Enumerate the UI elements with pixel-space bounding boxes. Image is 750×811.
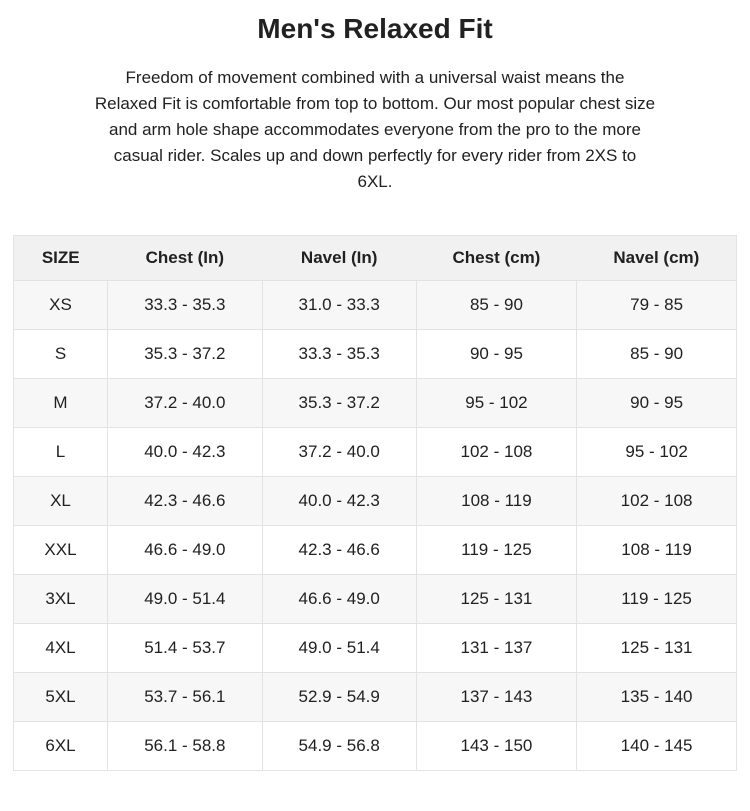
- column-header-size: SIZE: [13, 235, 108, 281]
- description-line: 6XL.: [357, 172, 393, 191]
- size-chart-header: SIZE Chest (In) Navel (In) Chest (cm) Na…: [13, 235, 737, 281]
- size-cell: 6XL: [13, 721, 108, 771]
- measurement-cell: 49.0 - 51.4: [106, 574, 263, 624]
- measurement-cell: 95 - 102: [415, 378, 578, 428]
- measurement-cell: 52.9 - 54.9: [261, 672, 417, 722]
- measurement-cell: 56.1 - 58.8: [106, 721, 263, 771]
- size-cell: 4XL: [13, 623, 108, 673]
- measurement-cell: 37.2 - 40.0: [261, 427, 417, 477]
- table-row: 5XL 53.7 - 56.1 52.9 - 54.9 137 - 143 135 - …: [13, 672, 737, 722]
- table-row: XXL 46.6 - 49.0 42.3 - 46.6 119 - 125 108 - …: [13, 525, 737, 575]
- measurement-cell: 102 - 108: [576, 476, 737, 526]
- description-line: casual rider. Scales up and down perfect…: [113, 146, 637, 165]
- column-header-chest-in: Chest (In): [107, 235, 263, 281]
- description-line: Relaxed Fit is comfortable from top to b…: [94, 94, 656, 113]
- measurement-cell: 131 - 137: [415, 623, 578, 673]
- measurement-cell: 35.3 - 37.2: [106, 329, 263, 379]
- description-line: Freedom of movement combined with a univ…: [125, 68, 625, 87]
- measurement-cell: 40.0 - 42.3: [106, 427, 263, 477]
- measurement-cell: 85 - 90: [415, 280, 578, 330]
- size-chart-table: SIZE Chest (In) Navel (In) Chest (cm) Na…: [13, 235, 737, 771]
- measurement-cell: 42.3 - 46.6: [261, 525, 417, 575]
- measurement-cell: 51.4 - 53.7: [106, 623, 263, 673]
- table-row: XS 33.3 - 35.3 31.0 - 33.3 85 - 90 79 - 85: [13, 280, 737, 330]
- size-cell: 5XL: [13, 672, 108, 722]
- measurement-cell: 95 - 102: [576, 427, 737, 477]
- table-row: M 37.2 - 40.0 35.3 - 37.2 95 - 102 90 - 95: [13, 378, 737, 428]
- table-row: XL 42.3 - 46.6 40.0 - 42.3 108 - 119 102 - 1…: [13, 476, 737, 526]
- measurement-cell: 33.3 - 35.3: [261, 329, 417, 379]
- measurement-cell: 108 - 119: [576, 525, 737, 575]
- size-cell: XL: [13, 476, 108, 526]
- size-cell: S: [13, 329, 108, 379]
- measurement-cell: 49.0 - 51.4: [261, 623, 417, 673]
- measurement-cell: 42.3 - 46.6: [106, 476, 263, 526]
- measurement-cell: 143 - 150: [415, 721, 578, 771]
- measurement-cell: 46.6 - 49.0: [261, 574, 417, 624]
- measurement-cell: 102 - 108: [415, 427, 578, 477]
- measurement-cell: 46.6 - 49.0: [106, 525, 263, 575]
- size-cell: XS: [13, 280, 108, 330]
- size-guide-page: Men's Relaxed Fit Freedom of movement co…: [0, 12, 750, 771]
- measurement-cell: 53.7 - 56.1: [106, 672, 263, 722]
- page-title: Men's Relaxed Fit: [257, 13, 493, 44]
- size-cell: 3XL: [13, 574, 108, 624]
- size-cell: XXL: [13, 525, 108, 575]
- measurement-cell: 33.3 - 35.3: [106, 280, 263, 330]
- measurement-cell: 90 - 95: [415, 329, 578, 379]
- description: Freedom of movement combined with a univ…: [75, 65, 675, 195]
- measurement-cell: 140 - 145: [576, 721, 737, 771]
- table-row: L 40.0 - 42.3 37.2 - 40.0 102 - 108 95 - 102: [13, 427, 737, 477]
- size-chart-body: XS 33.3 - 35.3 31.0 - 33.3 85 - 90 79 - 85 S 3…: [13, 280, 737, 771]
- measurement-cell: 119 - 125: [415, 525, 578, 575]
- measurement-cell: 37.2 - 40.0: [106, 378, 263, 428]
- column-header-chest-cm: Chest (cm): [416, 235, 577, 281]
- measurement-cell: 85 - 90: [576, 329, 737, 379]
- measurement-cell: 135 - 140: [576, 672, 737, 722]
- measurement-cell: 31.0 - 33.3: [261, 280, 417, 330]
- table-row: 3XL 49.0 - 51.4 46.6 - 49.0 125 - 131 119 - …: [13, 574, 737, 624]
- table-row: S 35.3 - 37.2 33.3 - 35.3 90 - 95 85 - 90: [13, 329, 737, 379]
- measurement-cell: 54.9 - 56.8: [261, 721, 417, 771]
- measurement-cell: 125 - 131: [415, 574, 578, 624]
- size-cell: L: [13, 427, 108, 477]
- table-row: 6XL 56.1 - 58.8 54.9 - 56.8 143 - 150 140 - …: [13, 721, 737, 771]
- measurement-cell: 35.3 - 37.2: [261, 378, 417, 428]
- description-line: and arm hole shape accommodates everyone…: [108, 120, 641, 139]
- measurement-cell: 40.0 - 42.3: [261, 476, 417, 526]
- measurement-cell: 137 - 143: [415, 672, 578, 722]
- measurement-cell: 119 - 125: [576, 574, 737, 624]
- measurement-cell: 108 - 119: [415, 476, 578, 526]
- measurement-cell: 90 - 95: [576, 378, 737, 428]
- measurement-cell: 125 - 131: [576, 623, 737, 673]
- header-row: SIZE Chest (In) Navel (In) Chest (cm) Na…: [13, 235, 737, 281]
- size-cell: M: [13, 378, 108, 428]
- table-row: 4XL 51.4 - 53.7 49.0 - 51.4 131 - 137 125 - …: [13, 623, 737, 673]
- column-header-navel-cm: Navel (cm): [576, 235, 737, 281]
- measurement-cell: 79 - 85: [576, 280, 737, 330]
- column-header-navel-in: Navel (In): [262, 235, 417, 281]
